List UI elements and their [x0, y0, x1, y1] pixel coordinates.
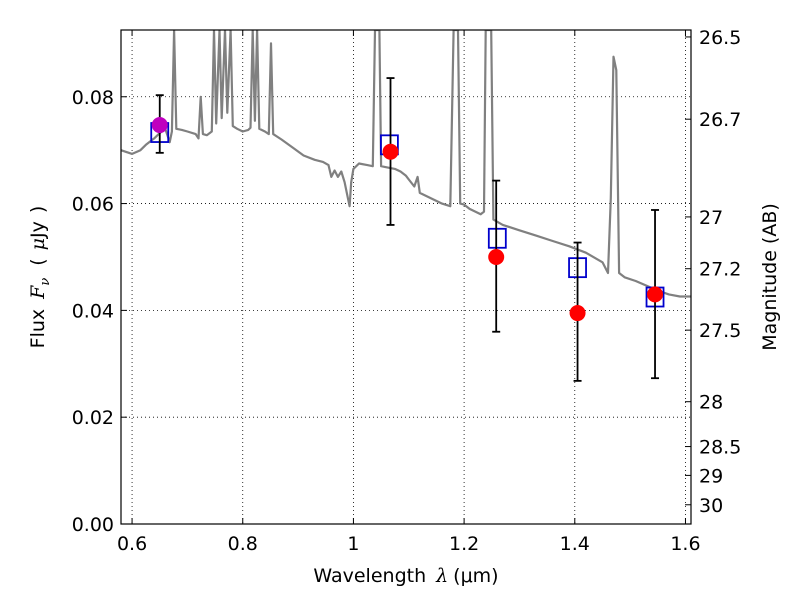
- x-tick-label: 0.6: [117, 533, 147, 555]
- mag-tick-label: 27.2: [699, 259, 741, 281]
- plot-frame: [120, 29, 692, 525]
- observed-flux-point: [382, 143, 399, 160]
- y-tick-label: 0.00: [72, 514, 114, 536]
- y-tick-label: 0.02: [72, 407, 114, 429]
- y-tick-label: 0.08: [72, 87, 114, 109]
- mag-tick-label: 27.5: [699, 320, 741, 342]
- mag-tick-label: 30: [699, 495, 723, 517]
- x-tick-label: 0.8: [228, 533, 258, 555]
- mag-tick-label: 28: [699, 392, 723, 414]
- x-tick-label: 1.6: [670, 533, 700, 555]
- observed-flux-point: [151, 117, 168, 134]
- x-axis-label: Wavelength λ (μm): [313, 565, 498, 587]
- y2-axis-label: Magnitude (AB): [759, 203, 781, 351]
- observed-flux-point: [647, 286, 664, 303]
- mag-tick-label: 27: [699, 207, 723, 229]
- axis-ticks: 0.6 0.8 1 1.2 1.4 1.6 0.00 0.02 0.04 0.06 0.08 26.5…: [72, 27, 742, 555]
- x-tick-label: 1.4: [560, 533, 590, 555]
- gridlines: [121, 30, 691, 524]
- y-tick-label: 0.06: [72, 194, 114, 216]
- y-axis-label: FluxFν(μJy): [27, 206, 53, 349]
- model-photometry-square: [487, 227, 507, 249]
- x-tick-label: 1.2: [449, 533, 479, 555]
- mag-tick-label: 28.5: [699, 437, 741, 459]
- mag-tick-label: 26.5: [699, 27, 741, 49]
- model-spectrum-line: [121, 30, 691, 298]
- x-tick-label: 1: [347, 533, 359, 555]
- plot-data: [121, 30, 691, 382]
- observed-flux-point: [488, 248, 505, 265]
- mag-tick-label: 29: [699, 465, 723, 487]
- y-tick-label: 0.04: [72, 300, 114, 322]
- mag-tick-label: 26.7: [699, 109, 741, 131]
- observed-flux-point: [569, 305, 586, 322]
